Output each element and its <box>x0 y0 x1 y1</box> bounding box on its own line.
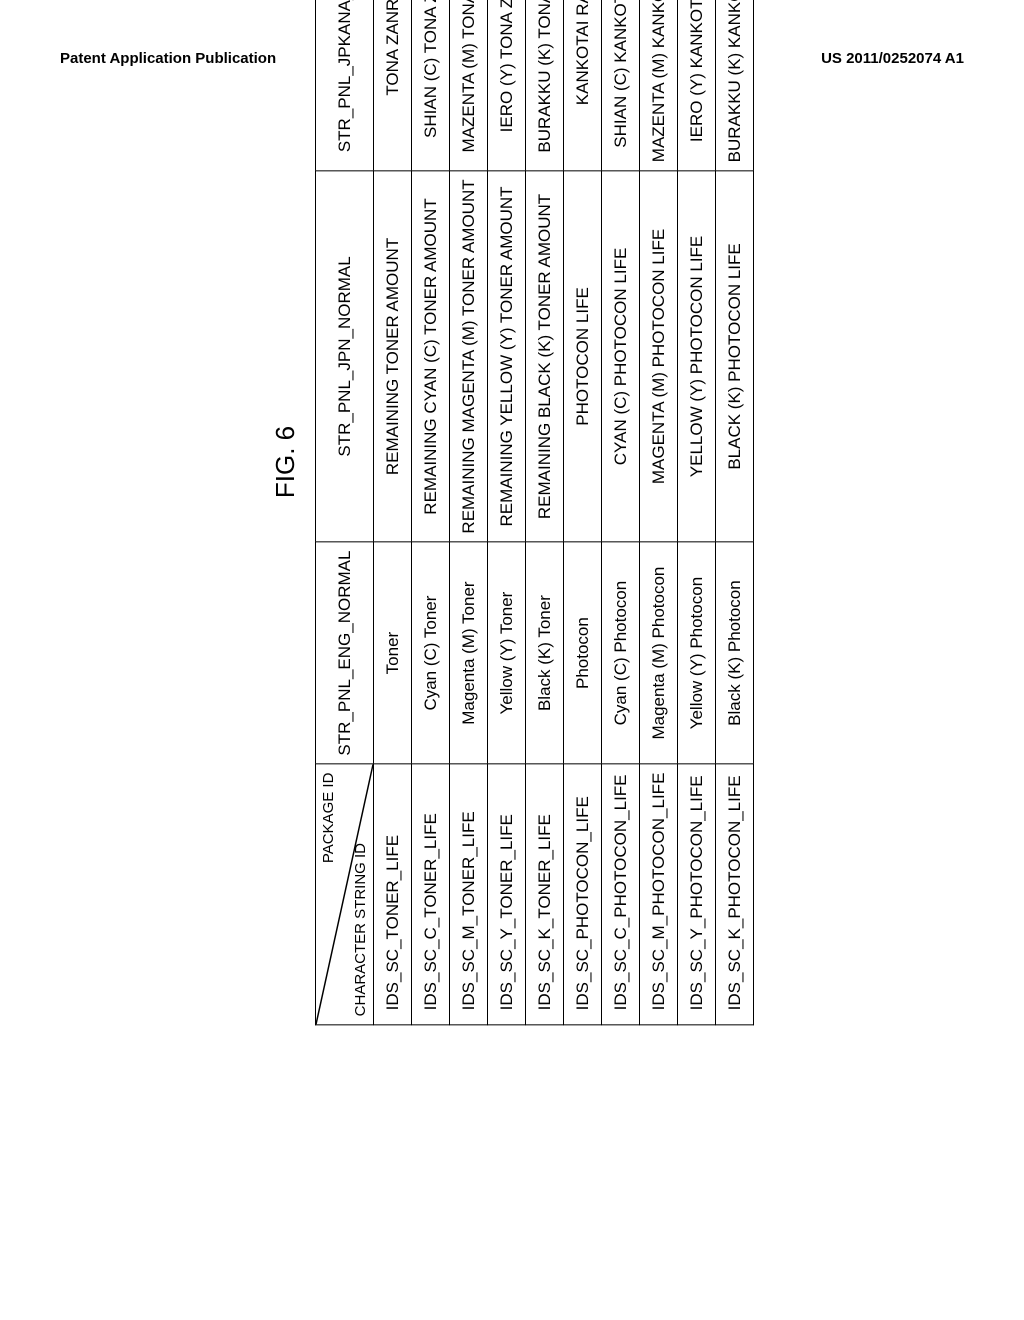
table-row: IDS_SC_Y_TONER_LIFEYellow (Y) TonerREMAI… <box>488 0 526 1025</box>
cell-jpn: REMAINING YELLOW (Y) TONER AMOUNT <box>488 171 526 542</box>
cell-jpkana: TONA ZANRYO <box>374 0 412 171</box>
cell-string-id: IDS_SC_Y_PHOTOCON_LIFE <box>678 764 716 1025</box>
cell-eng: Cyan (C) Toner <box>412 542 450 764</box>
cell-jpn: REMAINING MAGENTA (M) TONER AMOUNT <box>450 171 488 542</box>
cell-string-id: IDS_SC_C_TONER_LIFE <box>412 764 450 1025</box>
cell-string-id: IDS_SC_M_PHOTOCON_LIFE <box>640 764 678 1025</box>
cell-jpkana: BURAKKU (K) KANKOTAI RAIFU <box>716 0 754 171</box>
cell-eng: Black (K) Toner <box>526 542 564 764</box>
cell-jpkana: SHIAN (C) TONA ZANRYO <box>412 0 450 171</box>
header-character-string: CHARACTER STRING ID <box>352 843 369 1016</box>
cell-jpn: REMAINING TONER AMOUNT <box>374 171 412 542</box>
cell-jpn: MAGENTA (M) PHOTOCON LIFE <box>640 171 678 542</box>
cell-jpkana: MAZENTA (M) TONA ZANRYO <box>450 0 488 171</box>
table-row: IDS_SC_K_TONER_LIFEBlack (K) TonerREMAIN… <box>526 0 564 1025</box>
cell-jpkana: IERO (Y) KANKOTAI RAIFU <box>678 0 716 171</box>
cell-eng: Photocon <box>564 542 602 764</box>
string-table: PACKAGE ID CHARACTER STRING ID STR_PNL_E… <box>315 0 754 1025</box>
table-row: IDS_SC_M_TONER_LIFEMagenta (M) TonerREMA… <box>450 0 488 1025</box>
cell-eng: Toner <box>374 542 412 764</box>
cell-string-id: IDS_SC_TONER_LIFE <box>374 764 412 1025</box>
cell-eng: Magenta (M) Photocon <box>640 542 678 764</box>
table-header-row: PACKAGE ID CHARACTER STRING ID STR_PNL_E… <box>316 0 374 1025</box>
table-row: IDS_SC_K_PHOTOCON_LIFEBlack (K) Photocon… <box>716 0 754 1025</box>
header-package-id: PACKAGE ID <box>320 773 337 864</box>
col-header-eng: STR_PNL_ENG_NORMAL <box>316 542 374 764</box>
cell-jpn: REMAINING BLACK (K) TONER AMOUNT <box>526 171 564 542</box>
cell-jpkana: SHIAN (C) KANKOTAI RAIFU <box>602 0 640 171</box>
col-header-jpn: STR_PNL_JPN_NORMAL <box>316 171 374 542</box>
cell-string-id: IDS_SC_K_PHOTOCON_LIFE <box>716 764 754 1025</box>
cell-string-id: IDS_SC_K_TONER_LIFE <box>526 764 564 1025</box>
cell-jpn: BLACK (K) PHOTOCON LIFE <box>716 171 754 542</box>
cell-string-id: IDS_SC_Y_TONER_LIFE <box>488 764 526 1025</box>
table-row: IDS_SC_C_TONER_LIFECyan (C) TonerREMAINI… <box>412 0 450 1025</box>
cell-eng: Cyan (C) Photocon <box>602 542 640 764</box>
col-header-jpkana: STR_PNL_JPKANA_NORMAL <box>316 0 374 171</box>
table-row: IDS_SC_TONER_LIFETonerREMAINING TONER AM… <box>374 0 412 1025</box>
cell-jpkana: BURAKKU (K) TONA ZANRYO <box>526 0 564 171</box>
cell-jpkana: MAZENTA (M) KANKOTAI RAIFU <box>640 0 678 171</box>
figure-6: FIG. 6 PACKAGE ID CHARACTER STRING ID ST… <box>270 0 754 1025</box>
cell-jpn: PHOTOCON LIFE <box>564 171 602 542</box>
table-row: IDS_SC_PHOTOCON_LIFEPhotoconPHOTOCON LIF… <box>564 0 602 1025</box>
cell-jpn: YELLOW (Y) PHOTOCON LIFE <box>678 171 716 542</box>
cell-jpkana: KANKOTAI RAIFU <box>564 0 602 171</box>
figure-label: FIG. 6 <box>270 0 301 1025</box>
cell-jpn: CYAN (C) PHOTOCON LIFE <box>602 171 640 542</box>
diagonal-header-cell: PACKAGE ID CHARACTER STRING ID <box>316 764 374 1025</box>
table-body: IDS_SC_TONER_LIFETonerREMAINING TONER AM… <box>374 0 754 1025</box>
table-row: IDS_SC_C_PHOTOCON_LIFECyan (C) PhotoconC… <box>602 0 640 1025</box>
cell-jpkana: IERO (Y) TONA ZANRYO <box>488 0 526 171</box>
header-right: US 2011/0252074 A1 <box>821 50 964 67</box>
cell-eng: Magenta (M) Toner <box>450 542 488 764</box>
cell-jpn: REMAINING CYAN (C) TONER AMOUNT <box>412 171 450 542</box>
cell-eng: Yellow (Y) Photocon <box>678 542 716 764</box>
cell-eng: Yellow (Y) Toner <box>488 542 526 764</box>
cell-string-id: IDS_SC_PHOTOCON_LIFE <box>564 764 602 1025</box>
cell-string-id: IDS_SC_M_TONER_LIFE <box>450 764 488 1025</box>
cell-eng: Black (K) Photocon <box>716 542 754 764</box>
cell-string-id: IDS_SC_C_PHOTOCON_LIFE <box>602 764 640 1025</box>
header-left: Patent Application Publication <box>60 50 276 67</box>
table-row: IDS_SC_Y_PHOTOCON_LIFEYellow (Y) Photoco… <box>678 0 716 1025</box>
table-row: IDS_SC_M_PHOTOCON_LIFEMagenta (M) Photoc… <box>640 0 678 1025</box>
